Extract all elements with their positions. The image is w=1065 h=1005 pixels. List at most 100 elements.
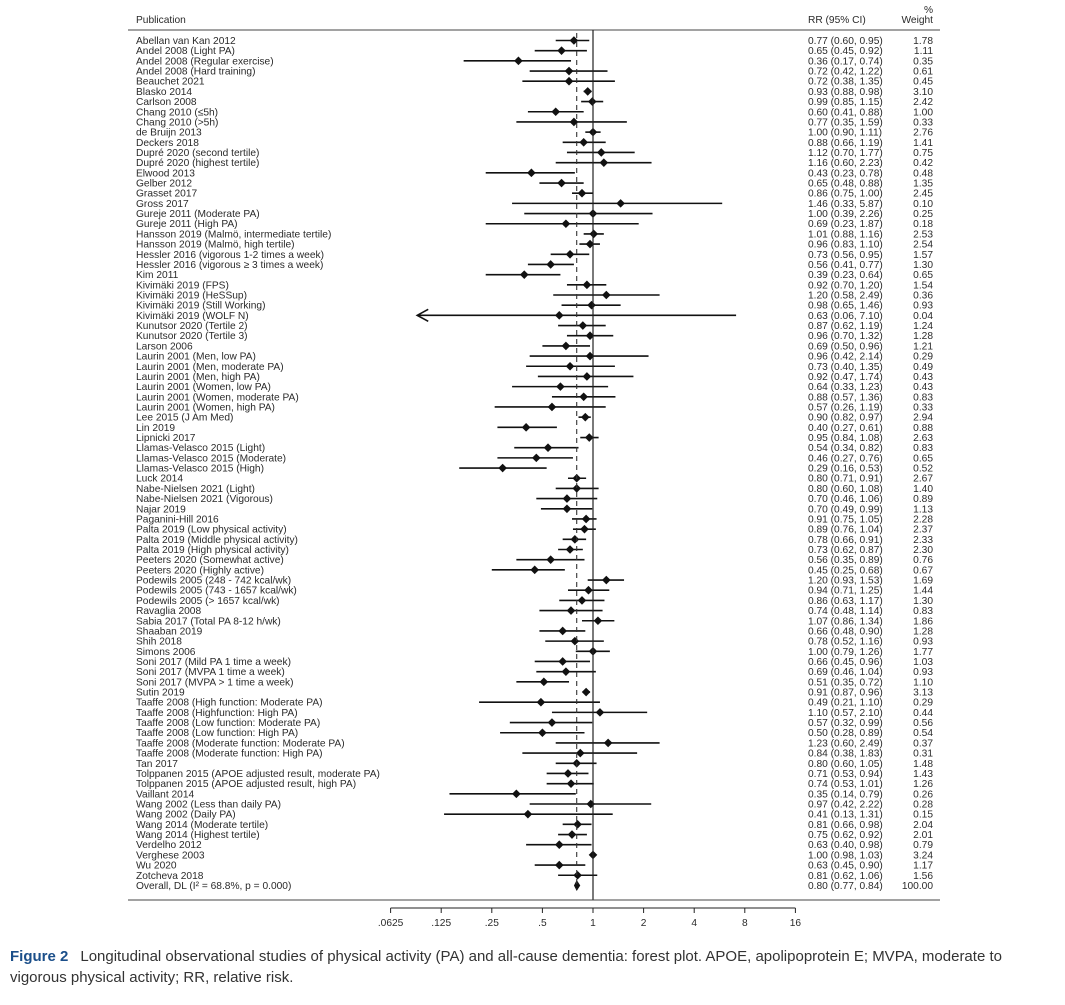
study-ci: 0.57 (0.26, 1.19) (808, 402, 883, 413)
study-row: Gelber 2012 0.65 (0.48, 0.88) 1.35 (136, 179, 933, 190)
study-weight: 0.37 (913, 738, 933, 749)
point-estimate-marker (523, 809, 533, 819)
study-ci: 0.51 (0.35, 0.72) (808, 677, 883, 688)
study-ci: 0.90 (0.82, 0.97) (808, 413, 883, 424)
study-weight: 0.42 (913, 158, 933, 169)
study-ci: 0.86 (0.75, 1.00) (808, 189, 883, 200)
study-weight: 0.43 (913, 382, 933, 393)
study-ci: 1.07 (0.86, 1.34) (808, 616, 883, 627)
point-estimate-marker (570, 636, 580, 646)
study-ci: 0.91 (0.75, 1.05) (808, 514, 883, 525)
study-weight: 1.43 (913, 769, 933, 780)
study-ci: 0.71 (0.53, 0.94) (808, 769, 883, 780)
point-estimate-marker (565, 361, 575, 371)
study-row: Vaillant 2014 0.35 (0.14, 0.79) 0.26 (136, 789, 933, 800)
study-weight: 1.28 (913, 626, 933, 637)
point-estimate-marker (584, 585, 593, 595)
study-ci: 1.12 (0.70, 1.77) (808, 148, 883, 159)
study-row: Taaffe 2008 (Moderate function: High PA)… (136, 749, 933, 760)
study-name: Taaffe 2008 (High function: Moderate PA) (136, 698, 323, 709)
study-row: Sutin 2019 0.91 (0.87, 0.96) 3.13 (136, 688, 933, 699)
study-weight: 0.43 (913, 372, 933, 383)
study-weight: 0.65 (913, 270, 933, 281)
study-row: Kim 2011 0.39 (0.23, 0.64) 0.65 (136, 270, 933, 281)
study-ci: 0.56 (0.41, 0.77) (808, 260, 883, 271)
study-ci: 0.46 (0.27, 0.76) (808, 453, 883, 464)
study-name: Podewils 2005 (248 - 742 kcal/wk) (136, 576, 291, 587)
study-weight: 1.30 (913, 596, 933, 607)
study-name: Andel 2008 (Light PA) (136, 46, 235, 57)
study-ci: 0.57 (0.32, 0.99) (808, 718, 883, 729)
study-name: Tan 2017 (136, 759, 178, 770)
study-weight: 1.28 (913, 331, 933, 342)
study-row: Nabe-Nielsen 2021 (Vigorous) 0.70 (0.46, … (136, 494, 933, 505)
study-name: Taaffe 2008 (Moderate function: Moderate… (136, 738, 345, 749)
study-ci: 0.80 (0.77, 0.84) (808, 881, 883, 892)
study-row: Andel 2008 (Hard training) 0.72 (0.42, 1.… (136, 67, 933, 78)
point-estimate-marker (562, 494, 572, 503)
study-name: Nabe-Nielsen 2021 (Light) (136, 484, 255, 495)
study-row: Zotcheva 2018 0.81 (0.62, 1.06) 1.56 (136, 871, 933, 882)
point-estimate-marker (536, 697, 546, 707)
study-ci: 0.77 (0.60, 0.95) (808, 36, 883, 47)
study-weight: 100.00 (902, 881, 933, 892)
study-weight: 0.29 (913, 352, 933, 363)
study-weight: 0.67 (913, 565, 933, 576)
study-weight: 1.35 (913, 179, 933, 190)
point-estimate-marker (558, 626, 567, 636)
study-row: Peeters 2020 (Somewhat active) 0.56 (0.35… (136, 555, 933, 566)
study-row: Grasset 2017 0.86 (0.75, 1.00) 2.45 (136, 189, 933, 200)
point-estimate-marker (573, 870, 582, 880)
study-rows: Abellan van Kan 2012 0.77 (0.60, 0.95) 1.7… (136, 36, 933, 892)
study-name: Peeters 2020 (Highly active) (136, 565, 264, 576)
point-estimate-marker (579, 392, 588, 402)
study-weight: 0.04 (913, 311, 933, 322)
study-ci: 0.77 (0.35, 1.59) (808, 117, 883, 128)
caption-text: Longitudinal observational studies of ph… (10, 948, 1002, 986)
study-row: Peeters 2020 (Highly active) 0.45 (0.25, … (136, 565, 933, 576)
study-row: Wang 2014 (Highest tertile) 0.75 (0.62, 0… (136, 830, 933, 841)
study-name: Paganini-Hill 2016 (136, 514, 219, 525)
study-ci: 0.81 (0.62, 1.06) (808, 871, 883, 882)
point-estimate-marker (579, 138, 588, 147)
point-estimate-marker (539, 677, 549, 687)
point-estimate-marker (527, 168, 536, 178)
study-row: Kivimäki 2019 (Still Working) 0.98 (0.65,… (136, 301, 933, 312)
study-ci: 0.56 (0.35, 0.89) (808, 555, 883, 566)
study-name: Lee 2015 (J Am Med) (136, 413, 233, 424)
study-name: Kivimäki 2019 (FPS) (136, 280, 229, 291)
point-estimate-marker (557, 46, 566, 55)
study-ci: 0.89 (0.76, 1.04) (808, 525, 883, 536)
point-estimate-marker (543, 443, 553, 452)
point-estimate-marker (557, 178, 566, 188)
study-ci: 0.40 (0.27, 0.61) (808, 423, 883, 434)
study-name: Wang 2014 (Highest tertile) (136, 830, 260, 841)
study-weight: 3.10 (913, 87, 933, 98)
study-name: Wang 2014 (Moderate tertile) (136, 820, 268, 831)
study-weight: 1.78 (913, 36, 933, 47)
study-row: Lee 2015 (J Am Med) 0.90 (0.82, 0.97) 2.94 (136, 413, 933, 424)
study-name: Nabe-Nielsen 2021 (Vigorous) (136, 494, 273, 505)
study-name: Taaffe 2008 (Highfunction: High PA) (136, 708, 298, 719)
x-tick-label: 1 (590, 918, 596, 929)
study-name: Beauchet 2021 (136, 77, 205, 88)
study-ci: 0.35 (0.14, 0.79) (808, 789, 883, 800)
study-row: Ravaglia 2008 0.74 (0.48, 1.14) 0.83 (136, 606, 933, 617)
point-estimate-marker (583, 87, 593, 96)
study-name: Kivimäki 2019 (Still Working) (136, 301, 265, 312)
study-weight: 2.45 (913, 189, 933, 200)
point-estimate-marker (562, 504, 572, 514)
study-ci: 0.69 (0.46, 1.04) (808, 667, 883, 678)
study-ci: 1.20 (0.58, 2.49) (808, 291, 883, 302)
study-weight: 1.10 (913, 677, 933, 688)
study-weight: 0.52 (913, 464, 933, 475)
study-name: Gross 2017 (136, 199, 189, 210)
study-weight: 1.17 (913, 861, 933, 872)
study-row: Podewils 2005 (743 - 1657 kcal/wk) 0.94 (… (136, 586, 933, 597)
study-ci: 0.99 (0.85, 1.15) (808, 97, 883, 108)
study-name: Lin 2019 (136, 423, 175, 434)
study-name: Hansson 2019 (Malmö, intermediate tertil… (136, 229, 331, 240)
study-row: Llamas-Velasco 2015 (High) 0.29 (0.16, 0.… (136, 464, 933, 475)
study-row: Gureje 2011 (High PA) 0.69 (0.23, 1.87) 0.… (136, 219, 933, 230)
point-estimate-marker (546, 260, 555, 269)
